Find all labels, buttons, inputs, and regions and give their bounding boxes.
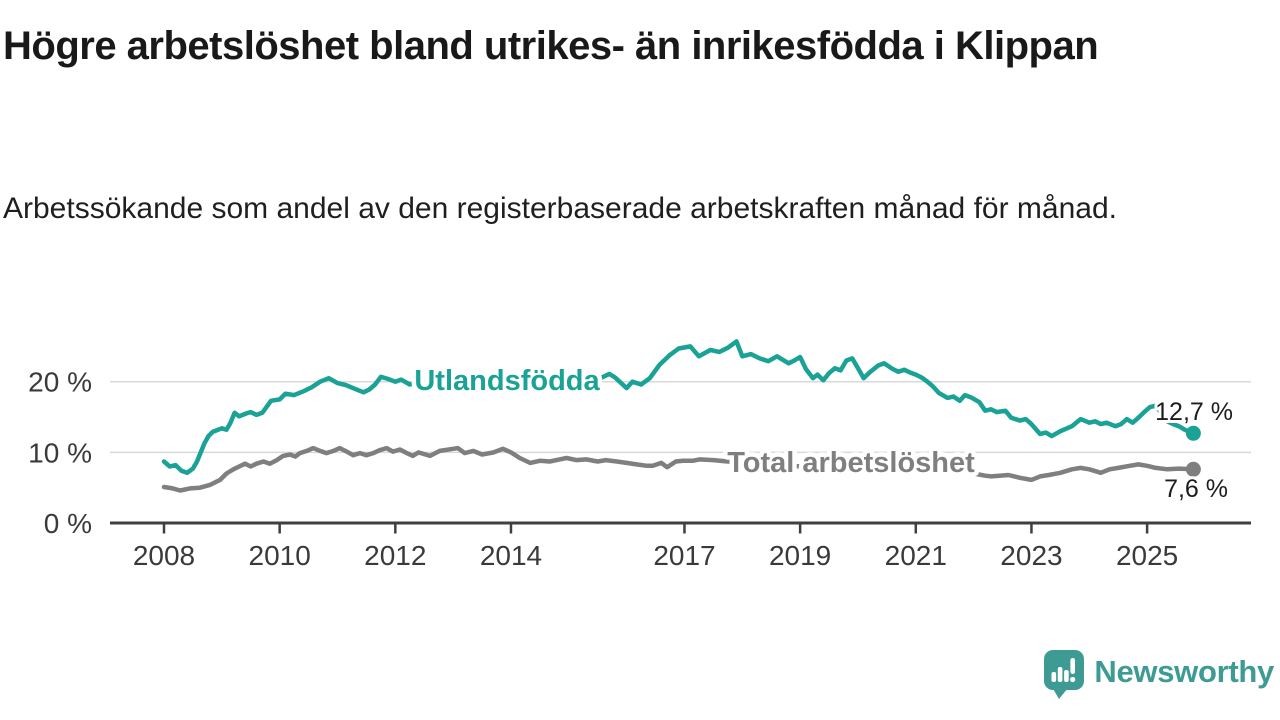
unemployment-line-chart: 0 % 10 % 20 % 2008 2010 2012 2014 2017 2019 2021 2… [28, 339, 1251, 571]
x-axis-tick-label: 2021 [885, 540, 947, 571]
newsworthy-wordmark: Newsworthy [1094, 654, 1274, 689]
x-axis-tick-label: 2012 [364, 540, 426, 571]
series-line-utlandsfodda [161, 339, 1196, 476]
x-axis-tick-label: 2017 [653, 540, 715, 571]
series-label-utlandsfodda: Utlandsfödda [414, 365, 600, 397]
x-axis-tick-label: 2019 [769, 540, 831, 571]
series-end-dot-total-arbetsloshet [1185, 461, 1201, 477]
series-end-dot-utlandsfodda [1185, 425, 1201, 441]
x-axis-tick-label: 2025 [1116, 540, 1178, 571]
y-axis-tick-label: 20 % [28, 367, 92, 398]
series-line-total-arbetsloshet [161, 445, 1196, 493]
y-axis-tick-label: 10 % [28, 437, 92, 468]
page-subtitle: Arbetssökande som andel av den registerb… [3, 192, 1117, 225]
series-end-value-total-arbetsloshet: 7,6 % [1164, 475, 1228, 503]
series-label-total-arbetsloshet: Total arbetslöshet [727, 447, 975, 479]
newsworthy-logo: Newsworthy [1044, 650, 1274, 700]
series-end-value-utlandsfodda: 12,7 % [1155, 398, 1233, 426]
x-axis-tick-label: 2010 [249, 540, 311, 571]
y-axis-tick-label: 0 % [44, 508, 92, 539]
x-axis-tick-label: 2023 [1000, 540, 1062, 571]
x-axis-tick-label: 2008 [133, 540, 195, 571]
newsworthy-chart-bubble-icon [1044, 650, 1085, 699]
page-title: Högre arbetslöshet bland utrikes- än inr… [3, 24, 1099, 68]
x-axis-tick-label: 2014 [480, 540, 542, 571]
